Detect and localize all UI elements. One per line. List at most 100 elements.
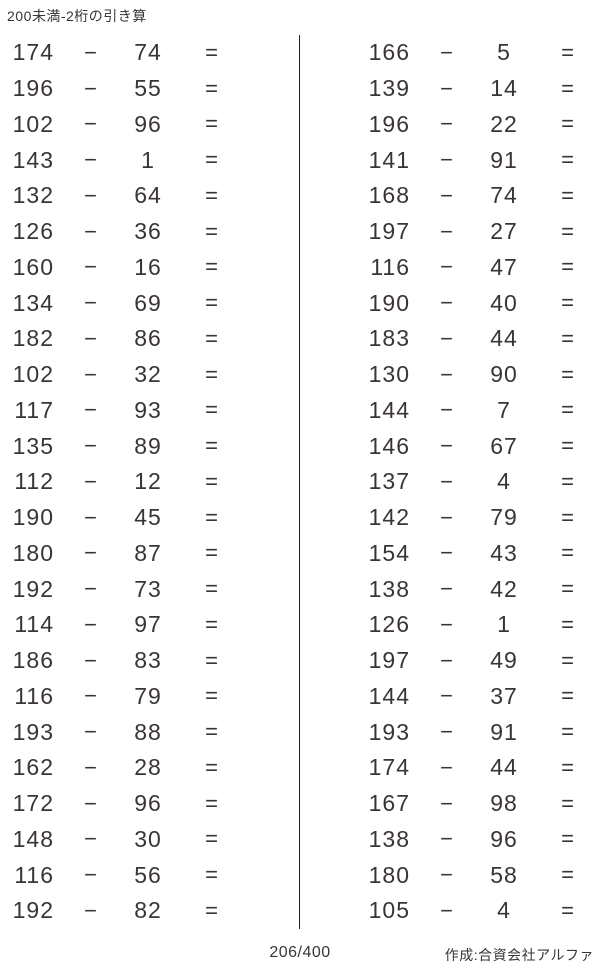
problem-row: 135 − 89 =: [0, 428, 298, 464]
minuend: 137: [368, 468, 410, 495]
subtrahend: 14: [490, 75, 518, 102]
equals-sign: =: [205, 647, 219, 673]
minus-sign: −: [84, 576, 98, 602]
problem-row: 190 − 40 =: [356, 285, 600, 321]
minuend: 143: [12, 146, 54, 173]
minuend: 183: [368, 325, 410, 352]
subtrahend: 96: [134, 110, 162, 137]
minus-sign: −: [84, 75, 98, 101]
minuend: 174: [368, 754, 410, 781]
minuend: 126: [12, 218, 54, 245]
subtrahend: 83: [134, 647, 162, 674]
minuend: 134: [12, 289, 54, 316]
minus-sign: −: [440, 683, 454, 709]
minuend: 180: [12, 539, 54, 566]
minus-sign: −: [440, 218, 454, 244]
minus-sign: −: [440, 397, 454, 423]
problem-row: 114 − 97 =: [0, 607, 298, 643]
minus-sign: −: [440, 290, 454, 316]
equals-sign: =: [561, 361, 575, 387]
problem-row: 197 − 27 =: [356, 214, 600, 250]
problem-row: 102 − 32 =: [0, 357, 298, 393]
problems-column-right: 166−5 = 139−14 = 196−22 = 141−91 = 168−74 = 197−27…: [356, 35, 600, 929]
minus-sign: −: [84, 826, 98, 852]
page-title: 200未満-2桁の引き算: [7, 8, 147, 24]
equals-sign: =: [205, 754, 219, 780]
minuend: 132: [12, 182, 54, 209]
minuend: 114: [14, 611, 54, 638]
subtrahend: 98: [490, 790, 518, 817]
equals-sign: =: [205, 397, 219, 423]
subtrahend: 45: [134, 504, 162, 531]
minus-sign: −: [84, 325, 98, 351]
subtrahend: 82: [134, 897, 162, 924]
equals-sign: =: [205, 111, 219, 137]
subtrahend: 12: [134, 468, 162, 495]
subtrahend: 28: [134, 754, 162, 781]
subtrahend: 44: [490, 754, 518, 781]
minuend: 117: [14, 396, 54, 423]
equals-sign: =: [205, 897, 219, 923]
subtrahend: 86: [134, 325, 162, 352]
equals-sign: =: [205, 182, 219, 208]
problem-row: 193 − 88 =: [0, 714, 298, 750]
subtrahend: 36: [134, 218, 162, 245]
subtrahend: 5: [497, 39, 511, 66]
minus-sign: −: [440, 647, 454, 673]
subtrahend: 16: [134, 253, 162, 280]
minus-sign: −: [84, 719, 98, 745]
minus-sign: −: [84, 468, 98, 494]
minuend: 190: [368, 289, 410, 316]
subtrahend: 58: [490, 861, 518, 888]
equals-sign: =: [205, 719, 219, 745]
equals-sign: =: [561, 862, 575, 888]
minus-sign: −: [440, 39, 454, 65]
problem-row: 167 − 98 =: [356, 786, 600, 822]
equals-sign: =: [561, 75, 575, 101]
minus-sign: −: [84, 111, 98, 137]
problem-row: 116 − 47 =: [356, 250, 600, 286]
subtrahend: 4: [497, 468, 511, 495]
equals-sign: =: [205, 790, 219, 816]
minus-sign: −: [84, 647, 98, 673]
minus-sign: −: [440, 826, 454, 852]
minus-sign: −: [440, 576, 454, 602]
minus-sign: −: [440, 790, 454, 816]
subtrahend: 40: [490, 289, 518, 316]
problems-column-left: 174 − 74 = 196 − 55 = 102 − 96 = 143 − 1 = 132 − 64 = 126 − 36…: [0, 35, 298, 929]
minus-sign: −: [440, 719, 454, 745]
equals-sign: =: [561, 111, 575, 137]
subtrahend: 1: [141, 146, 155, 173]
problem-row: 154 − 43 =: [356, 536, 600, 572]
minuend: 138: [368, 825, 410, 852]
subtrahend: 42: [490, 575, 518, 602]
problem-row: 196 − 22 =: [356, 107, 600, 143]
equals-sign: =: [561, 254, 575, 280]
problem-row: 160 − 16 =: [0, 250, 298, 286]
subtrahend: 47: [490, 253, 518, 280]
equals-sign: =: [205, 39, 219, 65]
subtrahend: 73: [134, 575, 162, 602]
problem-row: 144 − 7 =: [356, 393, 600, 429]
problem-row: 183 − 44 =: [356, 321, 600, 357]
problem-row: 138 − 96 =: [356, 822, 600, 858]
problem-row: 130 − 90 =: [356, 357, 600, 393]
equals-sign: =: [205, 611, 219, 637]
minuend: 130: [368, 361, 410, 388]
problem-row: 166 − 5 =: [356, 35, 600, 71]
minus-sign: −: [440, 540, 454, 566]
equals-sign: =: [205, 504, 219, 530]
minuend: 166: [368, 39, 410, 66]
minuend: 180: [368, 861, 410, 888]
subtrahend: 79: [134, 682, 162, 709]
subtrahend: 22: [490, 110, 518, 137]
minuend: 102: [12, 110, 54, 137]
minus-sign: −: [440, 433, 454, 459]
equals-sign: =: [561, 39, 575, 65]
equals-sign: =: [561, 147, 575, 173]
subtrahend: 56: [134, 861, 162, 888]
minus-sign: −: [440, 361, 454, 387]
equals-sign: =: [205, 75, 219, 101]
equals-sign: =: [205, 147, 219, 173]
equals-sign: =: [561, 611, 575, 637]
